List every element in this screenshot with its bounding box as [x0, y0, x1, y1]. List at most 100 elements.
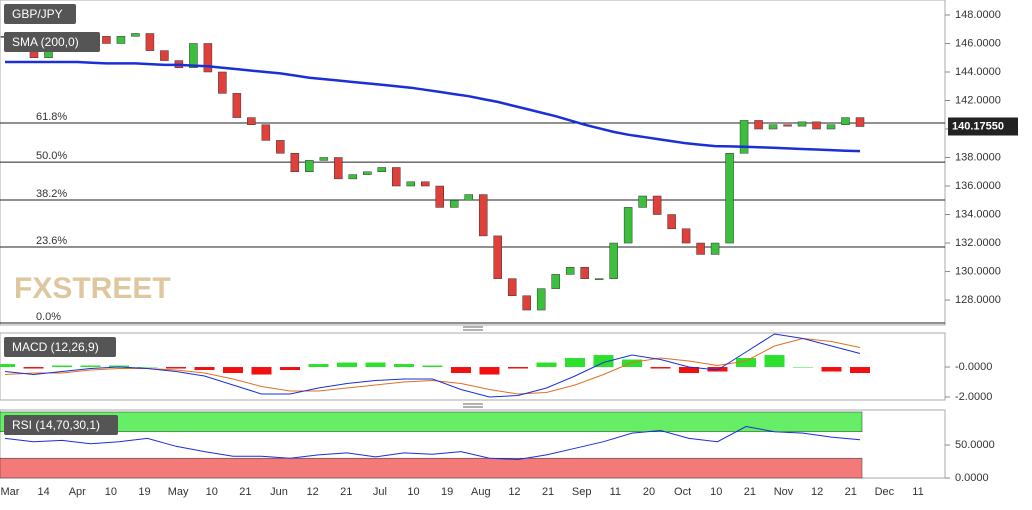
histogram-bar: [52, 365, 72, 368]
candle: [290, 152, 300, 173]
candle: [334, 157, 343, 180]
candle: [218, 71, 227, 94]
histogram-bar: [80, 365, 101, 368]
candle: [768, 124, 778, 130]
candle: [363, 171, 372, 175]
candle: [464, 194, 473, 201]
histogram-bar: [764, 355, 785, 368]
symbol: GBP/JPY: [12, 7, 63, 21]
x-tick-label: 12: [508, 486, 520, 498]
histogram-bar: [593, 355, 614, 368]
candle: [696, 242, 705, 255]
x-tick-label: 11: [912, 486, 923, 498]
candle: [319, 157, 329, 161]
candle: [276, 140, 285, 154]
candle: [261, 124, 271, 141]
x-tick-label: 21: [340, 486, 352, 498]
candle: [623, 207, 633, 244]
x-tick-label: Mar: [1, 486, 20, 498]
histogram-bar: [394, 364, 414, 368]
x-tick-label: Oct: [674, 486, 691, 498]
x-tick-label: 14: [38, 486, 50, 498]
candle: [797, 121, 807, 127]
x-tick-label: May: [168, 486, 189, 498]
histogram-bar: [707, 367, 728, 372]
x-tick-label: Aug: [471, 486, 491, 498]
candle: [638, 195, 647, 208]
label-box: [4, 32, 100, 52]
histogram-bar: [0, 364, 15, 368]
x-tick-label: 10: [710, 486, 722, 498]
candle: [507, 278, 517, 297]
x-tick-label: Jun: [270, 486, 288, 498]
histogram-bar: [793, 367, 813, 368]
histogram-bar: [850, 367, 870, 374]
rsi-line: [4, 425, 861, 461]
x-tick-label: Sep: [572, 486, 592, 498]
histogram-bar: [508, 367, 528, 369]
candle: [478, 194, 488, 237]
histogram-bar: [23, 367, 44, 369]
y-tick-label: -0.0000: [955, 361, 992, 373]
histogram-bar: [565, 358, 585, 368]
candle: [247, 117, 256, 125]
x-tick-label: 11: [610, 486, 621, 498]
candle: [392, 167, 401, 187]
y-tick-label: 142.0000: [955, 94, 1001, 106]
histogram-bar: [194, 367, 215, 371]
histogram-bar: [479, 367, 500, 375]
x-tick-label: 10: [206, 486, 218, 498]
candle: [522, 295, 531, 311]
candle: [377, 167, 387, 173]
candle: [406, 181, 416, 187]
price-tag-label: 140.17550: [952, 120, 1004, 132]
histogram-bar: [650, 367, 671, 369]
label-box: [4, 4, 76, 24]
x-tick-label: 21: [239, 486, 251, 498]
candle: [449, 200, 459, 208]
rsi-label: RSI (14,70,30,1): [12, 418, 100, 432]
x-tick-label: 21: [744, 486, 756, 498]
x-tick-label: Jul: [373, 486, 387, 498]
candle: [580, 267, 589, 279]
x-tick-label: Dec: [875, 486, 895, 498]
histogram-bar: [679, 367, 699, 374]
histogram-bar: [251, 367, 272, 375]
x-tick-label: 19: [138, 486, 150, 498]
x-tick-label: 21: [845, 486, 857, 498]
x-tick-label: 21: [542, 486, 554, 498]
label-box: [4, 337, 116, 357]
y-tick-label: 146.0000: [955, 37, 1001, 49]
candle: [102, 36, 111, 44]
y-tick-label: 148.0000: [955, 9, 1001, 21]
candle: [754, 120, 763, 130]
candle: [812, 121, 821, 130]
fib-label: 50.0%: [36, 150, 67, 162]
candle: [783, 124, 792, 127]
x-tick-label: 19: [441, 486, 453, 498]
y-tick-label: 128.0000: [955, 294, 1001, 306]
overbought-zone: [0, 411, 863, 433]
histogram-bar: [821, 367, 842, 372]
x-tick-label: Apr: [69, 486, 86, 498]
candle: [536, 288, 546, 311]
histogram-bar: [736, 358, 756, 368]
candle: [189, 43, 198, 68]
candle: [493, 235, 502, 279]
histogram-bar: [280, 367, 300, 371]
indicator-label: SMA (200,0): [12, 35, 79, 49]
plot-layer: 128.0000 130.0000 132.0000 134.0000 136.0000…: [0, 9, 1018, 498]
histogram-bar: [337, 362, 357, 368]
candle: [348, 174, 358, 180]
histogram-bar: [622, 359, 642, 368]
histogram-bar: [166, 367, 186, 369]
x-tick-label: 10: [407, 486, 419, 498]
candle: [435, 185, 444, 208]
x-tick-label: 20: [643, 486, 655, 498]
watermark: FXSTREET: [14, 272, 171, 305]
histogram-bar: [451, 367, 471, 374]
candle: [841, 117, 850, 125]
candle: [652, 195, 662, 215]
histogram-bar: [422, 365, 443, 368]
